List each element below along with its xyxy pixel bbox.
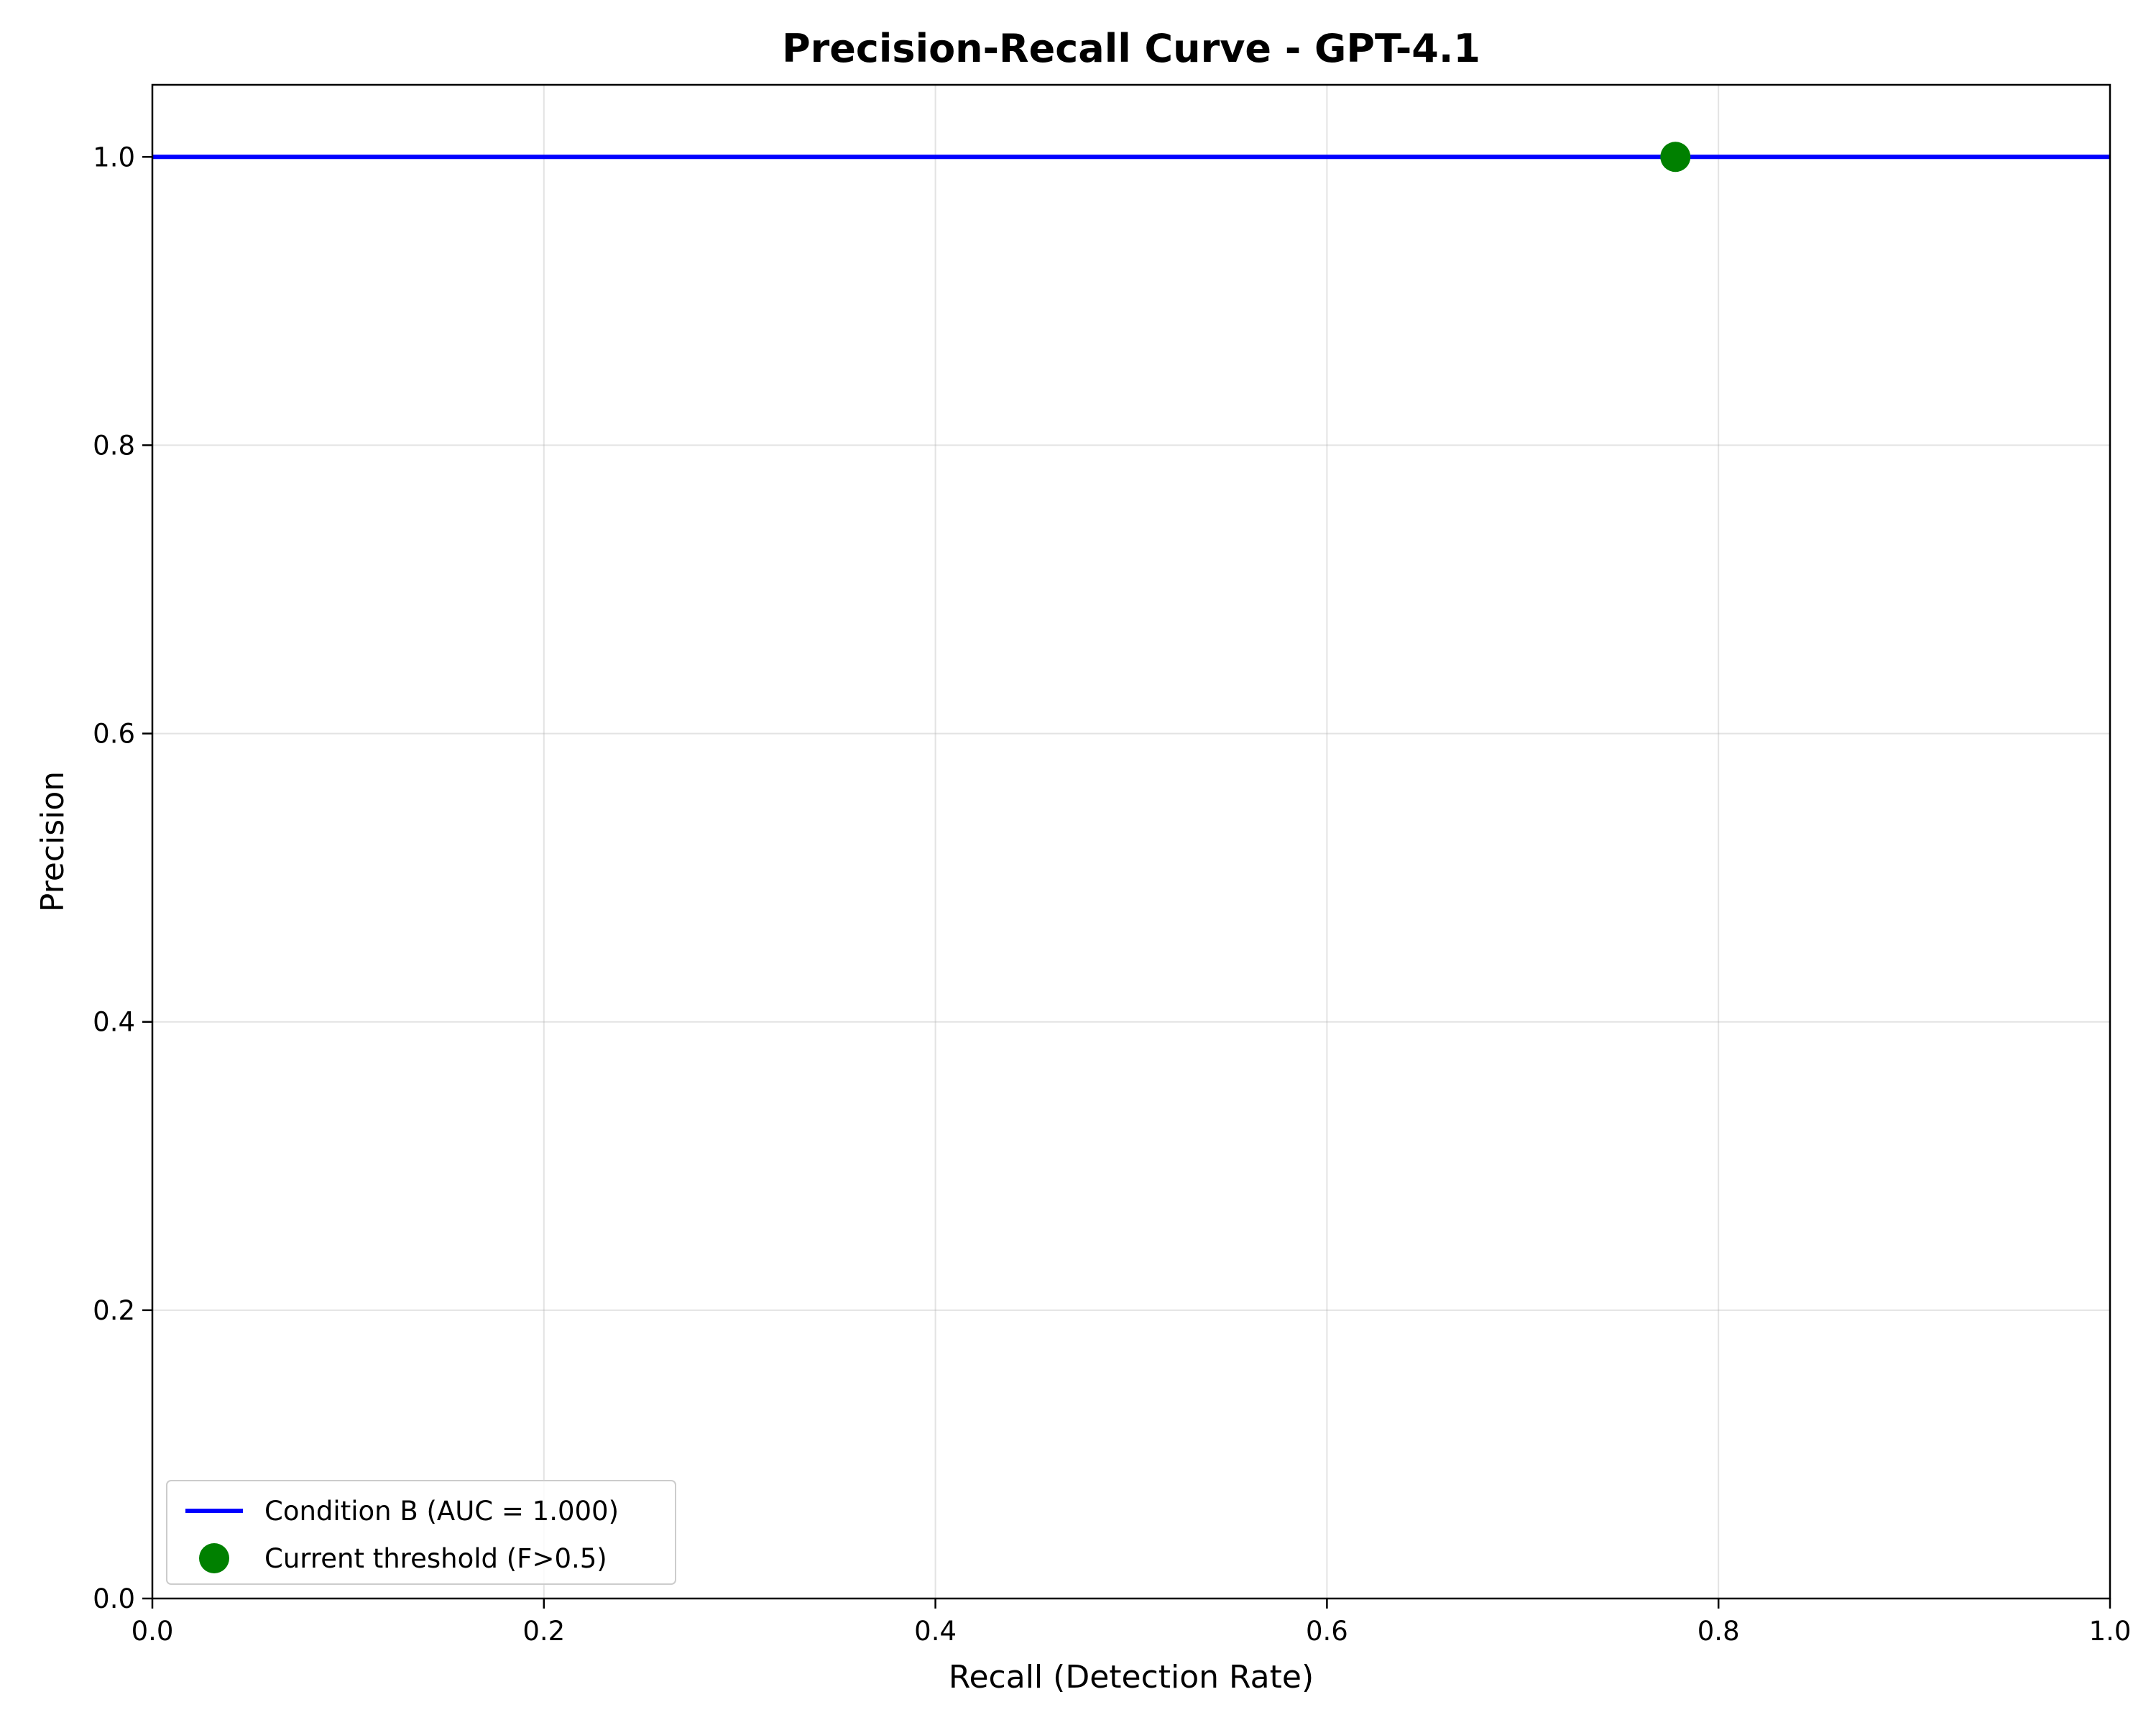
plot-frame xyxy=(151,83,2111,1600)
legend-label: Condition B (AUC = 1.000) xyxy=(264,1496,619,1527)
x-tick-label: 0.6 xyxy=(1306,1616,1348,1647)
y-tick-label: 0.2 xyxy=(93,1295,135,1326)
y-tick-label: 1.0 xyxy=(93,142,135,172)
y-tick-label: 0.6 xyxy=(93,719,135,750)
x-axis-label: Recall (Detection Rate) xyxy=(949,1659,1314,1696)
y-tick-label: 0.0 xyxy=(93,1583,135,1614)
legend: Condition B (AUC = 1.000) Current thresho… xyxy=(166,1480,676,1585)
x-tick-label: 0.8 xyxy=(1697,1616,1740,1647)
x-tick-label: 0.4 xyxy=(914,1616,957,1647)
x-tick-label: 1.0 xyxy=(2089,1616,2132,1647)
series-layer xyxy=(152,142,2110,172)
y-tick-label: 0.8 xyxy=(93,430,135,461)
threshold-point xyxy=(1660,142,1691,172)
legend-marker-swatch xyxy=(199,1543,229,1573)
x-tick-label: 0.0 xyxy=(132,1616,174,1647)
legend-box xyxy=(166,1480,676,1585)
x-tick-label: 0.2 xyxy=(522,1616,565,1647)
chart-title: Precision-Recall Curve - GPT-4.1 xyxy=(782,26,1480,71)
y-tick-label: 0.4 xyxy=(93,1007,135,1038)
axis-ticks: 0.0 0.2 0.4 0.6 0.8 1.0 0.0 0.2 0.4 0.6 0.8 1.0 xyxy=(93,142,2131,1647)
legend-label: Current threshold (F>0.5) xyxy=(264,1543,607,1574)
y-axis-label: Precision xyxy=(34,771,71,912)
